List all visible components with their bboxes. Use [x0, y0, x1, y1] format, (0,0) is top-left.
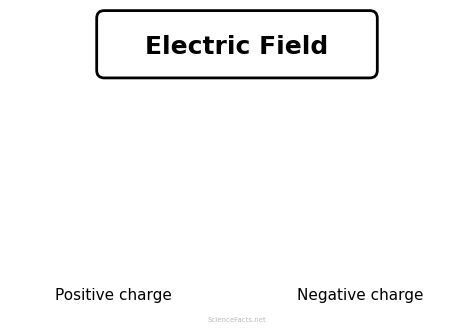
Text: Negative charge: Negative charge	[297, 288, 423, 304]
FancyBboxPatch shape	[97, 11, 377, 78]
Text: Electric Field: Electric Field	[146, 35, 328, 59]
Text: Positive charge: Positive charge	[55, 288, 172, 304]
Text: ScienceFacts.net: ScienceFacts.net	[208, 317, 266, 323]
